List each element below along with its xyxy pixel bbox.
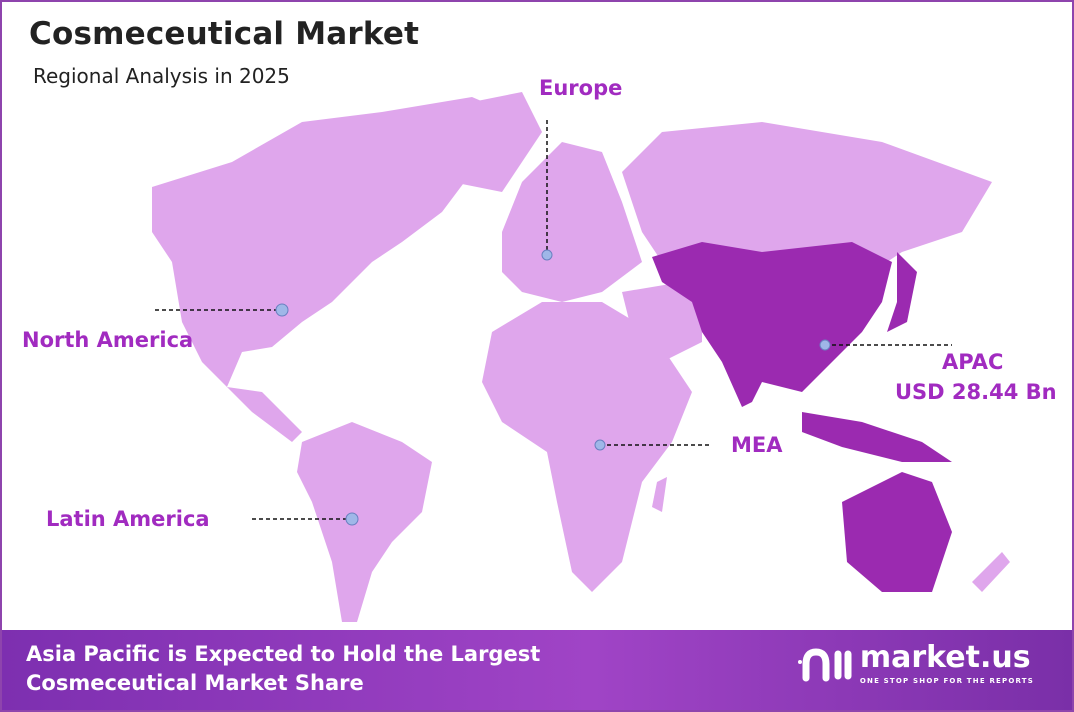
africa-shape: [482, 302, 692, 592]
north-america-marker: [275, 303, 289, 317]
label-north-america: North America: [22, 328, 194, 352]
label-europe: Europe: [539, 76, 623, 100]
logo-name: market.us: [859, 640, 1031, 675]
market-us-logo-icon: [797, 648, 852, 682]
europe-marker: [541, 249, 553, 261]
page-title: Cosmeceutical Market: [29, 16, 420, 52]
south-america-shape: [297, 422, 432, 622]
label-apac-value: USD 28.44 Bn: [895, 380, 1057, 404]
madagascar-shape: [652, 477, 667, 512]
central-america-shape: [227, 387, 302, 442]
latin-america-marker: [345, 512, 359, 526]
banner-line-2: Cosmeceutical Market Share: [26, 671, 364, 695]
label-apac: APAC: [942, 350, 1004, 374]
footer-banner: Asia Pacific is Expected to Hold the Lar…: [2, 630, 1072, 710]
north-america-shape: [152, 97, 507, 387]
japan-shape: [887, 252, 917, 332]
australia-shape: [842, 472, 952, 592]
apac-marker: [819, 339, 831, 351]
europe-shape: [502, 142, 642, 302]
page-subtitle: Regional Analysis in 2025: [33, 64, 290, 88]
greenland-shape: [422, 92, 542, 192]
middle-east-shape: [622, 282, 702, 362]
indonesia-shape: [802, 412, 952, 462]
label-latin-america: Latin America: [46, 507, 210, 531]
label-mea: MEA: [731, 433, 783, 457]
russia-shape: [622, 122, 992, 272]
market-us-logo: market.us ONE STOP SHOP FOR THE REPORTS: [794, 642, 1034, 686]
banner-line-1: Asia Pacific is Expected to Hold the Lar…: [26, 642, 541, 666]
logo-tagline: ONE STOP SHOP FOR THE REPORTS: [859, 677, 1034, 685]
banner-text: Asia Pacific is Expected to Hold the Lar…: [26, 640, 540, 698]
mea-marker: [594, 439, 606, 451]
apac-shape: [652, 242, 892, 407]
nz-shape: [972, 552, 1010, 592]
